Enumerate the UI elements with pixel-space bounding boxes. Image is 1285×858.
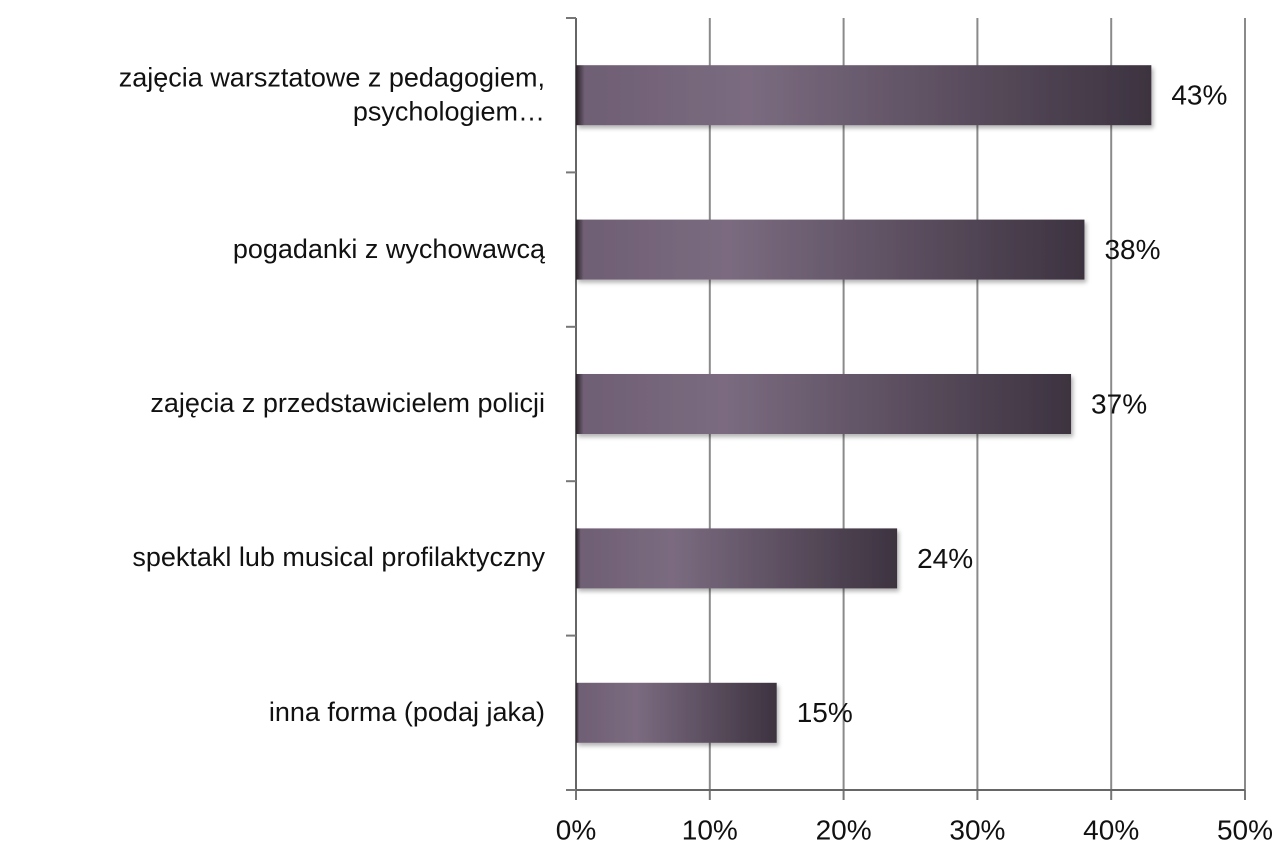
value-label: 37% [1091, 388, 1147, 419]
x-tick-label: 20% [816, 814, 872, 845]
category-label: inna forma (podaj jaka) [268, 696, 545, 727]
value-label: 24% [917, 543, 973, 574]
category-label: spektakl lub musical profilaktyczny [132, 542, 545, 573]
bar [576, 219, 1085, 280]
value-label: 15% [797, 697, 853, 728]
category-label: zajęcia z przedstawicielem policji [150, 388, 545, 419]
value-label: 43% [1171, 80, 1227, 111]
bar [576, 374, 1072, 434]
bar [576, 65, 1152, 126]
x-tick-label: 30% [949, 814, 1005, 845]
x-tick-label: 50% [1217, 814, 1273, 845]
x-tick-label: 40% [1083, 814, 1139, 845]
bar [576, 682, 777, 743]
x-tick-label: 10% [682, 814, 738, 845]
value-label: 38% [1104, 234, 1160, 265]
category-label: pogadanki z wychowawcą [232, 233, 545, 264]
category-label: zajęcia warsztatowe z pedagogiem, psycho… [118, 62, 545, 127]
x-tick-label: 0% [556, 814, 596, 845]
bar [576, 528, 898, 589]
